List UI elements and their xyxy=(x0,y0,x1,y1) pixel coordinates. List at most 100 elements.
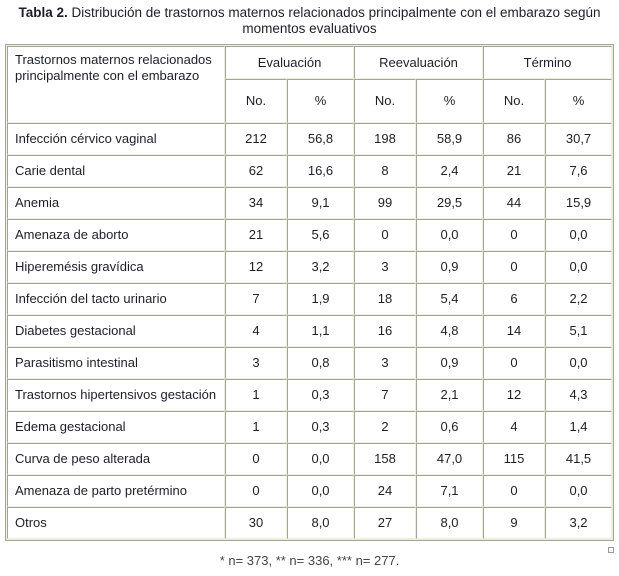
cell-value: 30 xyxy=(225,507,287,539)
cell-value: 5,4 xyxy=(416,283,484,315)
cell-value: 198 xyxy=(354,123,417,155)
cell-value: 8,0 xyxy=(287,507,355,539)
cell-value: 34 xyxy=(225,187,287,219)
cell-value: 2,4 xyxy=(416,155,484,187)
row-label: Amenaza de parto pretérmino xyxy=(7,475,225,507)
cell-value: 62 xyxy=(225,155,287,187)
cell-value: 6 xyxy=(483,283,546,315)
column-subheader-no: No. xyxy=(225,79,287,123)
cell-value: 115 xyxy=(483,443,546,475)
cell-value: 58,9 xyxy=(416,123,484,155)
table-row: Trastornos hipertensivos gestación 1 0,3… xyxy=(7,379,613,411)
cell-value: 0,8 xyxy=(287,347,355,379)
table-row: Carie dental 62 16,6 8 2,4 21 7,6 xyxy=(7,155,613,187)
cell-value: 1,1 xyxy=(287,315,355,347)
cell-value: 0 xyxy=(225,475,287,507)
cell-value: 0,9 xyxy=(416,347,484,379)
cell-value: 29,5 xyxy=(416,187,484,219)
table-row: Amenaza de parto pretérmino 0 0,0 24 7,1… xyxy=(7,475,613,507)
table-title-text: Distribución de trastornos maternos rela… xyxy=(71,5,601,36)
cell-value: 7,1 xyxy=(416,475,484,507)
cell-value: 8 xyxy=(354,155,417,187)
cell-value: 0 xyxy=(483,475,546,507)
cell-value: 4,8 xyxy=(416,315,484,347)
table-row: Infección del tacto urinario 7 1,9 18 5,… xyxy=(7,283,613,315)
cell-value: 4,3 xyxy=(545,379,613,411)
table-body: Infección cérvico vaginal 212 56,8 198 5… xyxy=(7,123,613,539)
cell-value: 44 xyxy=(483,187,546,219)
cell-value: 7,6 xyxy=(545,155,613,187)
column-group-evaluacion: Evaluación xyxy=(225,46,355,79)
column-header-disorders: Trastornos maternos relacionados princip… xyxy=(7,46,225,123)
cell-value: 16 xyxy=(354,315,417,347)
cell-value: 56,8 xyxy=(287,123,355,155)
cell-value: 0 xyxy=(354,219,417,251)
table-row: Edema gestacional 1 0,3 2 0,6 4 1,4 xyxy=(7,411,613,443)
cell-value: 21 xyxy=(225,219,287,251)
table-row: Amenaza de aborto 21 5,6 0 0,0 0 0,0 xyxy=(7,219,613,251)
header-row-groups: Trastornos maternos relacionados princip… xyxy=(7,46,613,123)
cell-value: 0,0 xyxy=(416,219,484,251)
cell-value: 18 xyxy=(354,283,417,315)
cell-value: 5,1 xyxy=(545,315,613,347)
cell-value: 30,7 xyxy=(545,123,613,155)
row-label: Curva de peso alterada xyxy=(7,443,225,475)
cell-value: 8,0 xyxy=(416,507,484,539)
table-row: Anemia 34 9,1 99 29,5 44 15,9 xyxy=(7,187,613,219)
table-title-label: Tabla 2. xyxy=(18,5,68,20)
table-row: Infección cérvico vaginal 212 56,8 198 5… xyxy=(7,123,613,155)
cell-value: 1,4 xyxy=(545,411,613,443)
cell-value: 41,5 xyxy=(545,443,613,475)
cell-value: 24 xyxy=(354,475,417,507)
row-label: Infección del tacto urinario xyxy=(7,283,225,315)
cell-value: 2,2 xyxy=(545,283,613,315)
row-label: Anemia xyxy=(7,187,225,219)
cell-value: 7 xyxy=(354,379,417,411)
table-row: Parasitismo intestinal 3 0,8 3 0,9 0 0,0 xyxy=(7,347,613,379)
table-row: Diabetes gestacional 4 1,1 16 4,8 14 5,1 xyxy=(7,315,613,347)
cell-value: 0,0 xyxy=(545,475,613,507)
header-row-subheaders: No. % No. % No. % xyxy=(7,79,613,123)
cell-value: 16,6 xyxy=(287,155,355,187)
cell-value: 86 xyxy=(483,123,546,155)
column-subheader-no: No. xyxy=(483,79,546,123)
cell-value: 0,0 xyxy=(287,443,355,475)
table-row: Otros 30 8,0 27 8,0 9 3,2 xyxy=(7,507,613,539)
cell-value: 9 xyxy=(483,507,546,539)
cell-value: 15,9 xyxy=(545,187,613,219)
cell-value: 0,0 xyxy=(545,219,613,251)
cell-value: 0,3 xyxy=(287,411,355,443)
cell-value: 7 xyxy=(225,283,287,315)
row-label: Trastornos hipertensivos gestación xyxy=(7,379,225,411)
cell-value: 0,0 xyxy=(545,251,613,283)
row-label: Edema gestacional xyxy=(7,411,225,443)
cell-value: 3 xyxy=(225,347,287,379)
cell-value: 47,0 xyxy=(416,443,484,475)
cell-value: 3,2 xyxy=(287,251,355,283)
row-label: Infección cérvico vaginal xyxy=(7,123,225,155)
cell-value: 3 xyxy=(354,347,417,379)
cell-value: 0,9 xyxy=(416,251,484,283)
cell-value: 0,3 xyxy=(287,379,355,411)
cell-value: 3 xyxy=(354,251,417,283)
cell-value: 0 xyxy=(483,251,546,283)
cell-value: 0 xyxy=(225,443,287,475)
cell-value: 0 xyxy=(483,219,546,251)
column-group-reevaluacion: Reevaluación xyxy=(354,46,484,79)
cell-value: 14 xyxy=(483,315,546,347)
cell-value: 4 xyxy=(225,315,287,347)
cell-value: 3,2 xyxy=(545,507,613,539)
data-table-frame: Trastornos maternos relacionados princip… xyxy=(5,44,614,541)
cell-value: 1 xyxy=(225,379,287,411)
table-title: Tabla 2. Distribución de trastornos mate… xyxy=(8,0,612,37)
table-header: Trastornos maternos relacionados princip… xyxy=(7,46,613,123)
row-label: Carie dental xyxy=(7,155,225,187)
cell-value: 0,6 xyxy=(416,411,484,443)
row-label: Diabetes gestacional xyxy=(7,315,225,347)
row-label: Otros xyxy=(7,507,225,539)
cell-value: 4 xyxy=(483,411,546,443)
cell-value: 0,0 xyxy=(287,475,355,507)
column-subheader-pct: % xyxy=(287,79,355,123)
cell-value: 99 xyxy=(354,187,417,219)
cell-value: 5,6 xyxy=(287,219,355,251)
